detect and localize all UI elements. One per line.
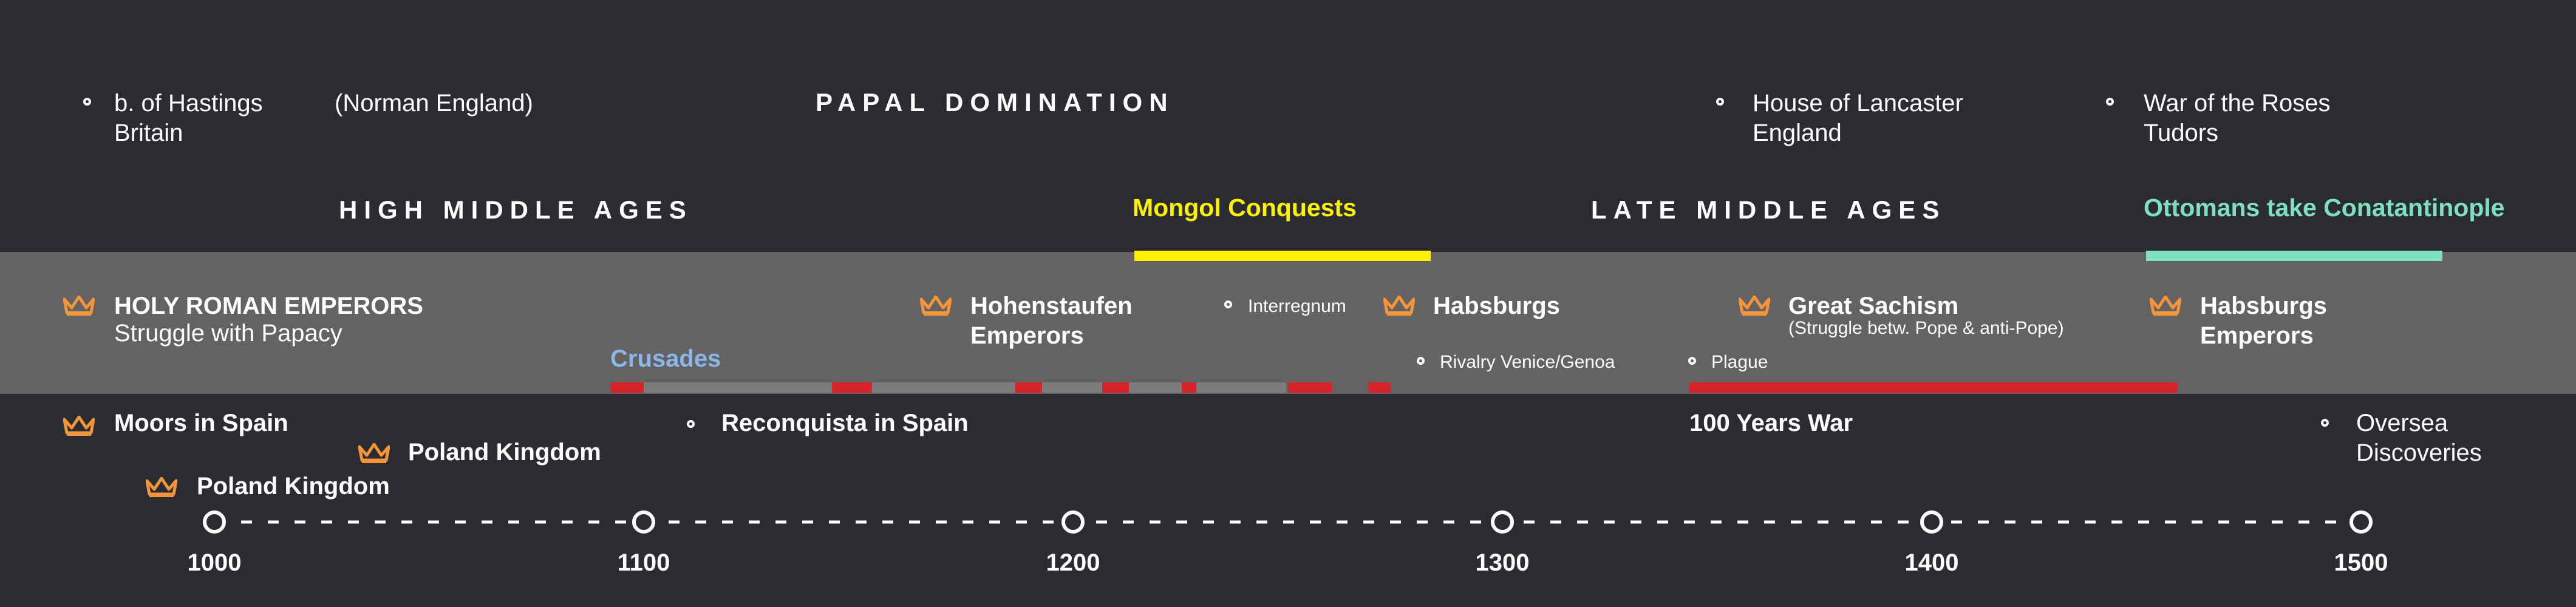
axis-marker	[632, 510, 655, 534]
crusade-segment	[1288, 382, 1332, 393]
hastings-sublabel: Britain	[114, 120, 183, 146]
hundred-years-war-label: 100 Years War	[1689, 410, 1853, 436]
great-schism-label: Great Sachism (Struggle betw. Pope & ant…	[1788, 291, 2064, 339]
poland-kingdom-label: Poland Kingdom	[408, 439, 601, 466]
norman-england-label: (Norman England)	[335, 90, 533, 117]
axis-marker	[1491, 510, 1514, 534]
axis-label-1400: 1400	[1904, 549, 1959, 576]
hohenstaufen-label: Hohenstaufen Emperors	[970, 291, 1133, 351]
event-marker	[1224, 300, 1232, 308]
crown-icon	[1383, 296, 1415, 316]
timeline-band	[0, 252, 2576, 394]
oversea-sublabel: Discoveries	[2356, 439, 2482, 466]
papal-domination-label: PAPAL DOMINATION	[816, 88, 1174, 117]
event-marker	[1417, 357, 1425, 365]
habsburgs-emperors-label: Habsburgs Emperors	[2200, 291, 2327, 351]
poland-kingdom-label: Poland Kingdom	[197, 473, 390, 500]
crusade-segment	[832, 382, 872, 393]
hre-label: HOLY ROMAN EMPERORS Struggle with Papacy	[114, 291, 423, 348]
crown-icon	[2150, 296, 2181, 316]
axis-label-1300: 1300	[1475, 549, 1530, 576]
crusade-segment	[610, 382, 644, 393]
mongol-conquests-bar	[1134, 251, 1431, 261]
event-marker	[2321, 419, 2329, 427]
late-middle-ages-label: LATE MIDDLE AGES	[1591, 195, 1946, 224]
lancaster-event: House of Lancaster England	[1753, 89, 1963, 148]
roses-label: War of the Roses	[2144, 90, 2331, 117]
crusade-segment	[1368, 382, 1391, 393]
mongol-conquests-label: Mongol Conquests	[1133, 194, 1357, 222]
crusade-segment	[1015, 382, 1042, 393]
crown-icon	[63, 416, 95, 436]
axis-label-1200: 1200	[1046, 549, 1100, 576]
axis-marker	[2349, 510, 2373, 534]
crown-icon	[920, 296, 952, 316]
crown-icon	[146, 477, 177, 497]
axis-label-1000: 1000	[187, 549, 242, 576]
plague-label: Plague	[1711, 352, 1768, 372]
ottomans-label: Ottomans take Conatantinople	[2144, 194, 2505, 222]
hastings-label: b. of Hastings	[114, 90, 263, 117]
hundred-years-war-bar	[1689, 382, 2178, 393]
axis-marker	[1061, 510, 1085, 534]
habsburgs-emperors-title: Habsburgs	[2200, 293, 2327, 319]
crown-icon	[1739, 296, 1770, 316]
lancaster-label: House of Lancaster	[1753, 90, 1963, 117]
crown-icon	[63, 296, 95, 316]
event-marker	[1688, 357, 1696, 365]
event-marker	[687, 420, 695, 428]
reconquista-label: Reconquista in Spain	[721, 410, 969, 436]
hohenstaufen-subtitle: Emperors	[970, 322, 1084, 349]
timeline-axis	[214, 520, 2361, 524]
crown-icon	[358, 443, 390, 463]
hohenstaufen-title: Hohenstaufen	[970, 293, 1133, 319]
oversea-label: Oversea	[2356, 410, 2448, 436]
crusades-label: Crusades	[610, 345, 721, 372]
axis-marker	[1920, 510, 1943, 534]
event-marker	[2106, 98, 2114, 106]
event-marker	[1716, 98, 1724, 106]
oversea-event: Oversea Discoveries	[2356, 409, 2482, 468]
hre-subtitle: Struggle with Papacy	[114, 320, 342, 347]
ottomans-bar	[2146, 251, 2442, 261]
lancaster-sublabel: England	[1753, 120, 1842, 146]
hre-title: HOLY ROMAN EMPERORS	[114, 293, 423, 319]
axis-marker	[203, 510, 226, 534]
event-marker	[83, 98, 91, 106]
great-schism-title: Great Sachism	[1788, 293, 1959, 319]
axis-label-1100: 1100	[617, 549, 670, 576]
great-schism-subtitle: (Struggle betw. Pope & anti-Pope)	[1788, 318, 2064, 338]
high-middle-ages-label: HIGH MIDDLE AGES	[339, 195, 693, 224]
interregnum-label: Interregnum	[1248, 296, 1346, 316]
habsburgs-label: Habsburgs	[1433, 293, 1560, 319]
moors-label: Moors in Spain	[114, 410, 288, 436]
habsburgs-emperors-subtitle: Emperors	[2200, 322, 2314, 349]
crusade-segment	[1182, 382, 1196, 393]
crusade-segment	[1102, 382, 1129, 393]
hastings-event: b. of Hastings Britain	[114, 89, 263, 148]
roses-event: War of the Roses Tudors	[2144, 89, 2331, 148]
rivalry-label: Rivalry Venice/Genoa	[1440, 352, 1615, 372]
axis-label-1500: 1500	[2334, 549, 2388, 576]
roses-sublabel: Tudors	[2144, 120, 2219, 146]
